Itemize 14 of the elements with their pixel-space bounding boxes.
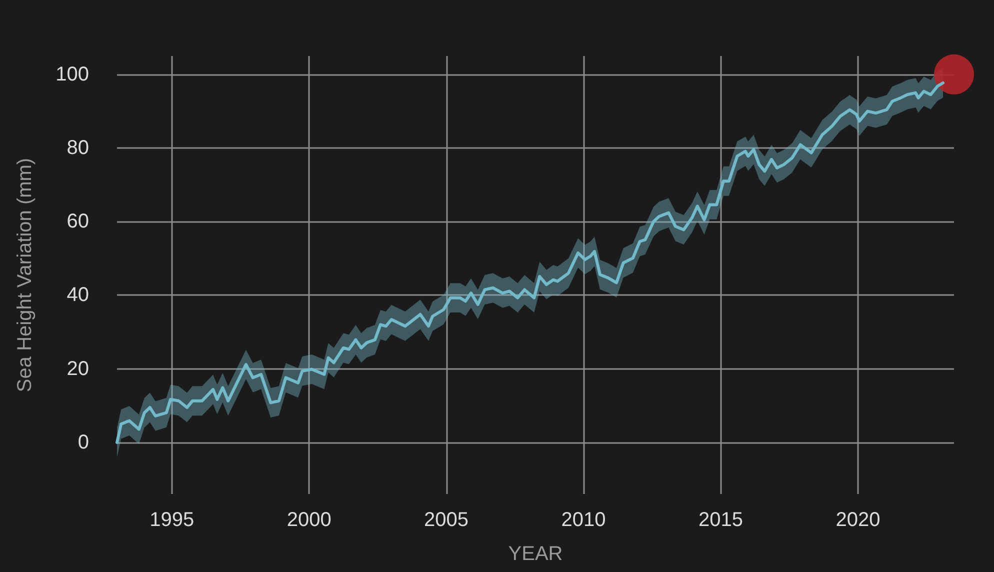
x-tick-label: 2020: [836, 509, 880, 531]
x-axis-title: YEAR: [508, 543, 563, 565]
x-tick-label: 2015: [698, 509, 743, 531]
y-tick-label: 100: [56, 63, 89, 86]
y-tick-label: 80: [66, 137, 89, 160]
y-tick-label: 0: [78, 431, 89, 454]
x-tick-label: 2005: [424, 509, 469, 531]
x-tick-label: 2010: [561, 509, 606, 531]
y-tick-label: 40: [66, 284, 89, 306]
x-tick-label: 2000: [286, 509, 332, 531]
x-tick-label: 1995: [150, 509, 194, 531]
y-tick-label: 20: [66, 358, 89, 380]
y-tick-label: 60: [66, 210, 89, 233]
y-axis-title: Sea Height Variation (mm): [14, 158, 36, 392]
